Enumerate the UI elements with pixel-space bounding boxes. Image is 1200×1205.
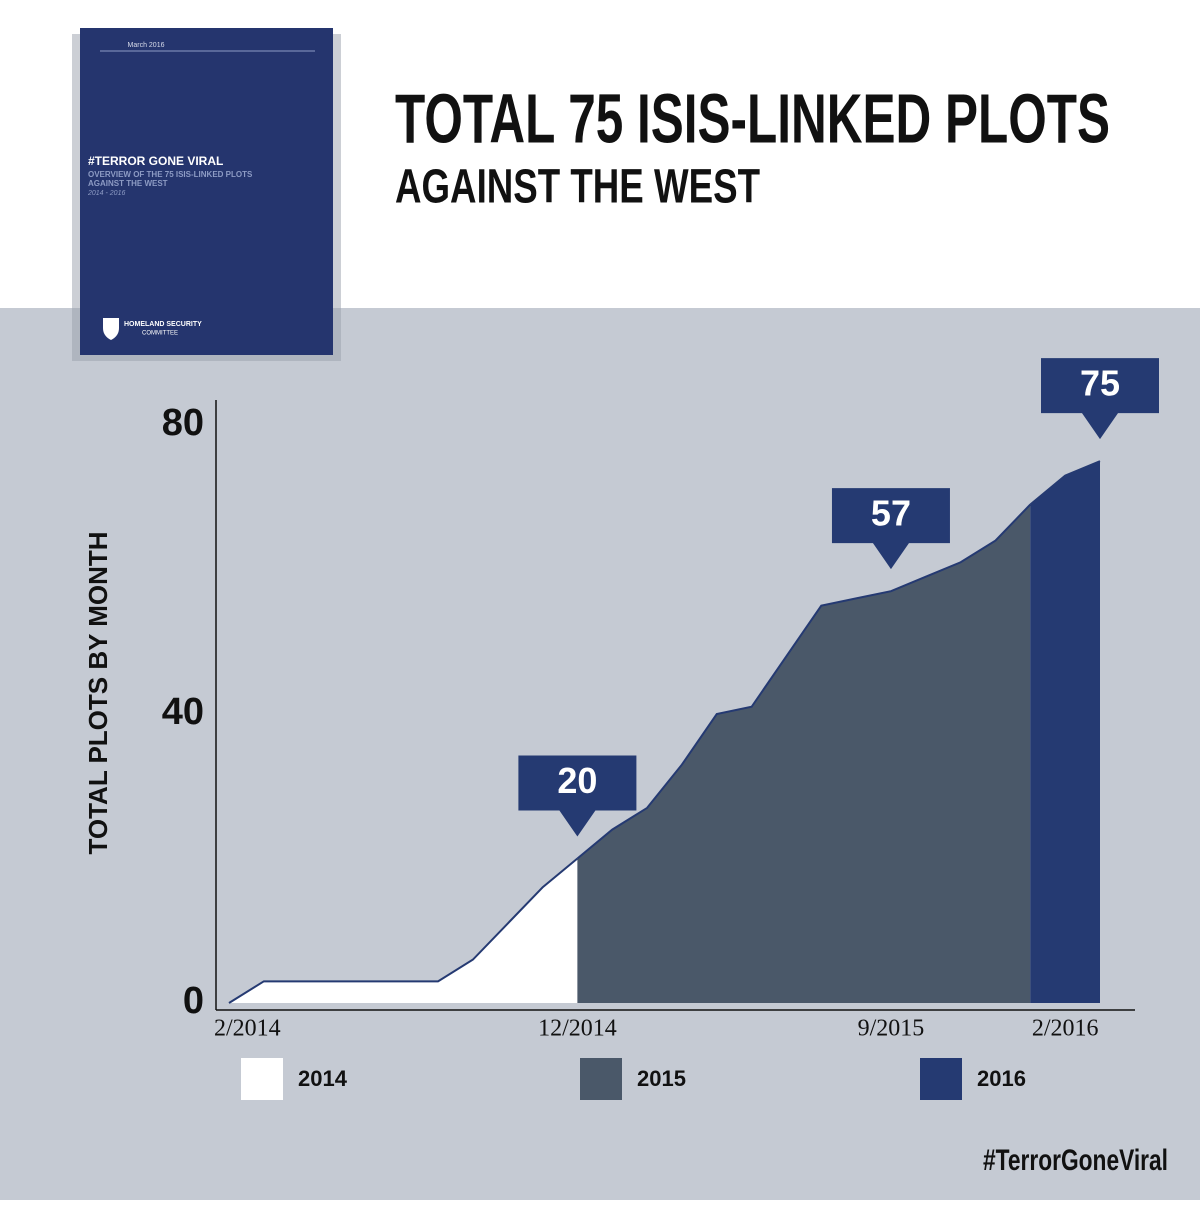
line: [1029, 460, 1101, 506]
line: [576, 503, 1032, 860]
y-tick-label: 0: [183, 980, 204, 1022]
legend-swatch: [920, 1058, 962, 1100]
legend-label: 2016: [977, 1066, 1026, 1091]
report-cover: [80, 28, 333, 355]
area: [577, 504, 1031, 1003]
data-label: 75: [1080, 363, 1120, 404]
cover-years: 2014 - 2016: [87, 190, 125, 197]
line: [228, 857, 579, 1004]
x-tick-label: 9/2015: [858, 1016, 925, 1042]
data-label: 20: [557, 760, 597, 801]
legend-swatch: [241, 1058, 283, 1100]
x-tick-label: 2/2016: [1032, 1016, 1099, 1042]
callout: [1041, 358, 1159, 440]
area: [1030, 461, 1100, 1003]
x-tick-label: 2/2014: [214, 1016, 281, 1042]
legend-label: 2015: [637, 1066, 686, 1091]
cover-date: March 2016: [128, 42, 165, 49]
cover-org: HOMELAND SECURITY: [124, 321, 202, 328]
y-tick-label: 40: [162, 691, 204, 733]
legend-swatch: [580, 1058, 622, 1100]
cover-org: COMMITTEE: [142, 331, 178, 337]
legend-label: 2014: [298, 1066, 348, 1091]
plot: 20 57 75 0 40 80 2/2014 12/2014 9/2015 2/2016 2014…: [162, 358, 1159, 1100]
cover-title: #TERROR GONE VIRAL: [88, 154, 223, 168]
cover-subtitle: AGAINST THE WEST: [88, 179, 168, 188]
chart-title: TOTAL 75 ISIS-LINKED PLOTS: [395, 79, 1110, 157]
y-tick-label: 80: [162, 402, 204, 444]
cover-subtitle: OVERVIEW OF THE 75 ISIS-LINKED PLOTS: [88, 170, 253, 179]
cover-logo: [103, 318, 119, 340]
chart-subtitle: AGAINST THE WEST: [395, 161, 760, 214]
area: [229, 858, 578, 1003]
y-axis-label: TOTAL PLOTS BY MONTH: [83, 531, 113, 854]
callout: [831, 488, 950, 570]
hashtag: #TerrorGoneViral: [983, 1144, 1168, 1177]
data-label: 57: [871, 493, 911, 534]
callout: [518, 755, 637, 837]
x-tick-label: 12/2014: [538, 1016, 617, 1042]
